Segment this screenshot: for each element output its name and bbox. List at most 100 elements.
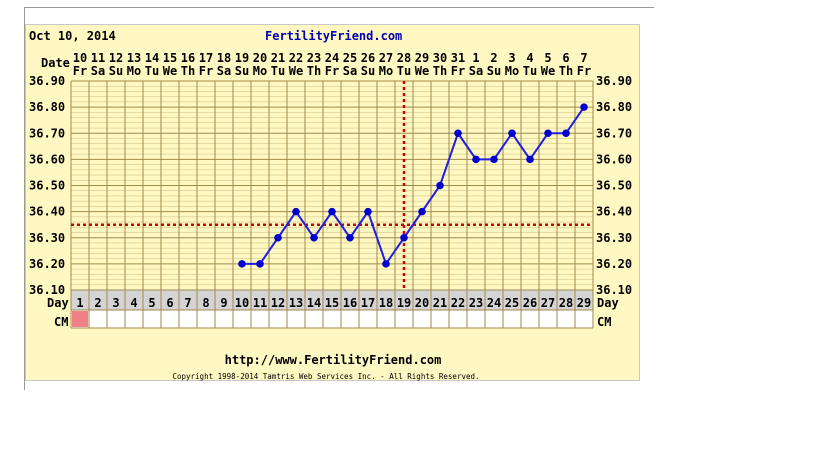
temperature-point — [508, 129, 516, 138]
date-tick-label: 21 — [271, 51, 285, 65]
date-tick-label: 23 — [307, 51, 321, 65]
temperature-point — [292, 207, 300, 216]
cycle-day-label: 2 — [94, 296, 101, 310]
weekday-tick-label: Sa — [91, 64, 105, 78]
weekday-tick-label: Su — [361, 64, 375, 78]
cycle-day-label: 24 — [487, 296, 501, 310]
date-tick-label: 15 — [163, 51, 177, 65]
temperature-point — [238, 260, 246, 268]
weekday-tick-label: We — [541, 64, 555, 78]
date-tick-label: 1 — [472, 51, 479, 65]
chart-date: Oct 10, 2014 — [29, 29, 116, 43]
cycle-day-label: 6 — [166, 296, 173, 310]
date-tick-label: 10 — [73, 51, 87, 65]
y-tick-label-right: 36.30 — [596, 231, 632, 245]
weekday-tick-label: Su — [109, 64, 123, 78]
cycle-day-label: 11 — [253, 296, 267, 310]
date-tick-label: 6 — [562, 51, 569, 65]
y-tick-label-right: 36.70 — [596, 126, 632, 140]
cycle-day-label: 22 — [451, 296, 465, 310]
day-row-label-right: Day — [597, 296, 619, 310]
weekday-tick-label: Mo — [127, 64, 141, 78]
date-tick-label: 17 — [199, 51, 213, 65]
temperature-point — [328, 207, 336, 216]
y-tick-label-right: 36.10 — [596, 283, 632, 297]
weekday-tick-label: Fr — [73, 64, 87, 78]
cycle-day-label: 26 — [523, 296, 537, 310]
temperature-point — [562, 129, 570, 138]
cycle-day-label: 16 — [343, 296, 357, 310]
date-tick-label: 18 — [217, 51, 231, 65]
weekday-tick-label: Fr — [199, 64, 213, 78]
date-tick-label: 26 — [361, 51, 375, 65]
date-tick-label: 24 — [325, 51, 339, 65]
cm-period-cell — [72, 311, 88, 327]
day-row-label-left: Day — [47, 296, 69, 310]
date-tick-label: 25 — [343, 51, 357, 65]
date-tick-label: 13 — [127, 51, 141, 65]
date-tick-label: 31 — [451, 51, 465, 65]
y-tick-label-right: 36.50 — [596, 179, 632, 193]
cycle-day-label: 5 — [148, 296, 155, 310]
weekday-tick-label: Su — [487, 64, 501, 78]
weekday-tick-label: Fr — [325, 64, 339, 78]
cycle-day-label: 28 — [559, 296, 573, 310]
date-tick-label: 5 — [544, 51, 551, 65]
y-tick-label-right: 36.80 — [596, 100, 632, 114]
cycle-day-label: 10 — [235, 296, 249, 310]
frame-left-border — [24, 7, 25, 390]
weekday-tick-label: Tu — [145, 64, 159, 78]
date-tick-label: 3 — [508, 51, 515, 65]
temperature-point — [346, 233, 354, 242]
date-tick-label: 7 — [580, 51, 587, 65]
date-tick-label: 14 — [145, 51, 159, 65]
y-tick-label-left: 36.10 — [29, 283, 65, 297]
weekday-tick-label: Mo — [379, 64, 393, 78]
weekday-tick-label: Tu — [523, 64, 537, 78]
frame-top-border — [24, 7, 654, 8]
weekday-tick-label: We — [289, 64, 303, 78]
y-tick-label-right: 36.20 — [596, 257, 632, 271]
date-tick-label: 12 — [109, 51, 123, 65]
weekday-tick-label: Mo — [505, 64, 519, 78]
cycle-day-label: 18 — [379, 296, 393, 310]
weekday-tick-label: Tu — [397, 64, 411, 78]
y-tick-label-left: 36.70 — [29, 126, 65, 140]
footer-copyright: Copyright 1998-2014 Tamtris Web Services… — [172, 372, 479, 381]
date-tick-label: 27 — [379, 51, 393, 65]
cm-row-label-right: CM — [597, 315, 611, 329]
chart-panel: Oct 10, 2014 FertilityFriend.com Date Da… — [25, 24, 640, 381]
temperature-point — [580, 103, 588, 111]
y-tick-label-left: 36.50 — [29, 179, 65, 193]
temperature-point — [400, 233, 408, 242]
y-tick-label-right: 36.40 — [596, 205, 632, 219]
date-tick-label: 4 — [526, 51, 533, 65]
cycle-day-label: 29 — [577, 296, 591, 310]
cm-row-label-left: CM — [54, 315, 68, 329]
cycle-day-label: 13 — [289, 296, 303, 310]
weekday-tick-label: Th — [307, 64, 321, 78]
temperature-point — [472, 155, 480, 164]
cycle-day-label: 21 — [433, 296, 447, 310]
date-tick-label: 22 — [289, 51, 303, 65]
cycle-day-label: 27 — [541, 296, 555, 310]
cycle-day-label: 19 — [397, 296, 411, 310]
fertility-chart: Oct 10, 2014 FertilityFriend.com Date Da… — [29, 29, 632, 381]
site-title: FertilityFriend.com — [265, 29, 402, 43]
cycle-day-label: 8 — [202, 296, 209, 310]
cycle-day-label: 20 — [415, 296, 429, 310]
weekday-tick-label: Mo — [253, 64, 267, 78]
cycle-day-label: 1 — [76, 296, 83, 310]
date-tick-label: 16 — [181, 51, 195, 65]
y-tick-label-left: 36.90 — [29, 74, 65, 88]
date-tick-label: 11 — [91, 51, 105, 65]
temperature-point — [256, 260, 264, 268]
y-tick-label-right: 36.90 — [596, 74, 632, 88]
weekday-tick-label: Sa — [343, 64, 357, 78]
y-tick-label-left: 36.80 — [29, 100, 65, 114]
cm-row-background — [71, 310, 593, 328]
weekday-tick-label: Th — [433, 64, 447, 78]
date-tick-label: 2 — [490, 51, 497, 65]
cycle-day-label: 23 — [469, 296, 483, 310]
temperature-point — [544, 129, 552, 138]
